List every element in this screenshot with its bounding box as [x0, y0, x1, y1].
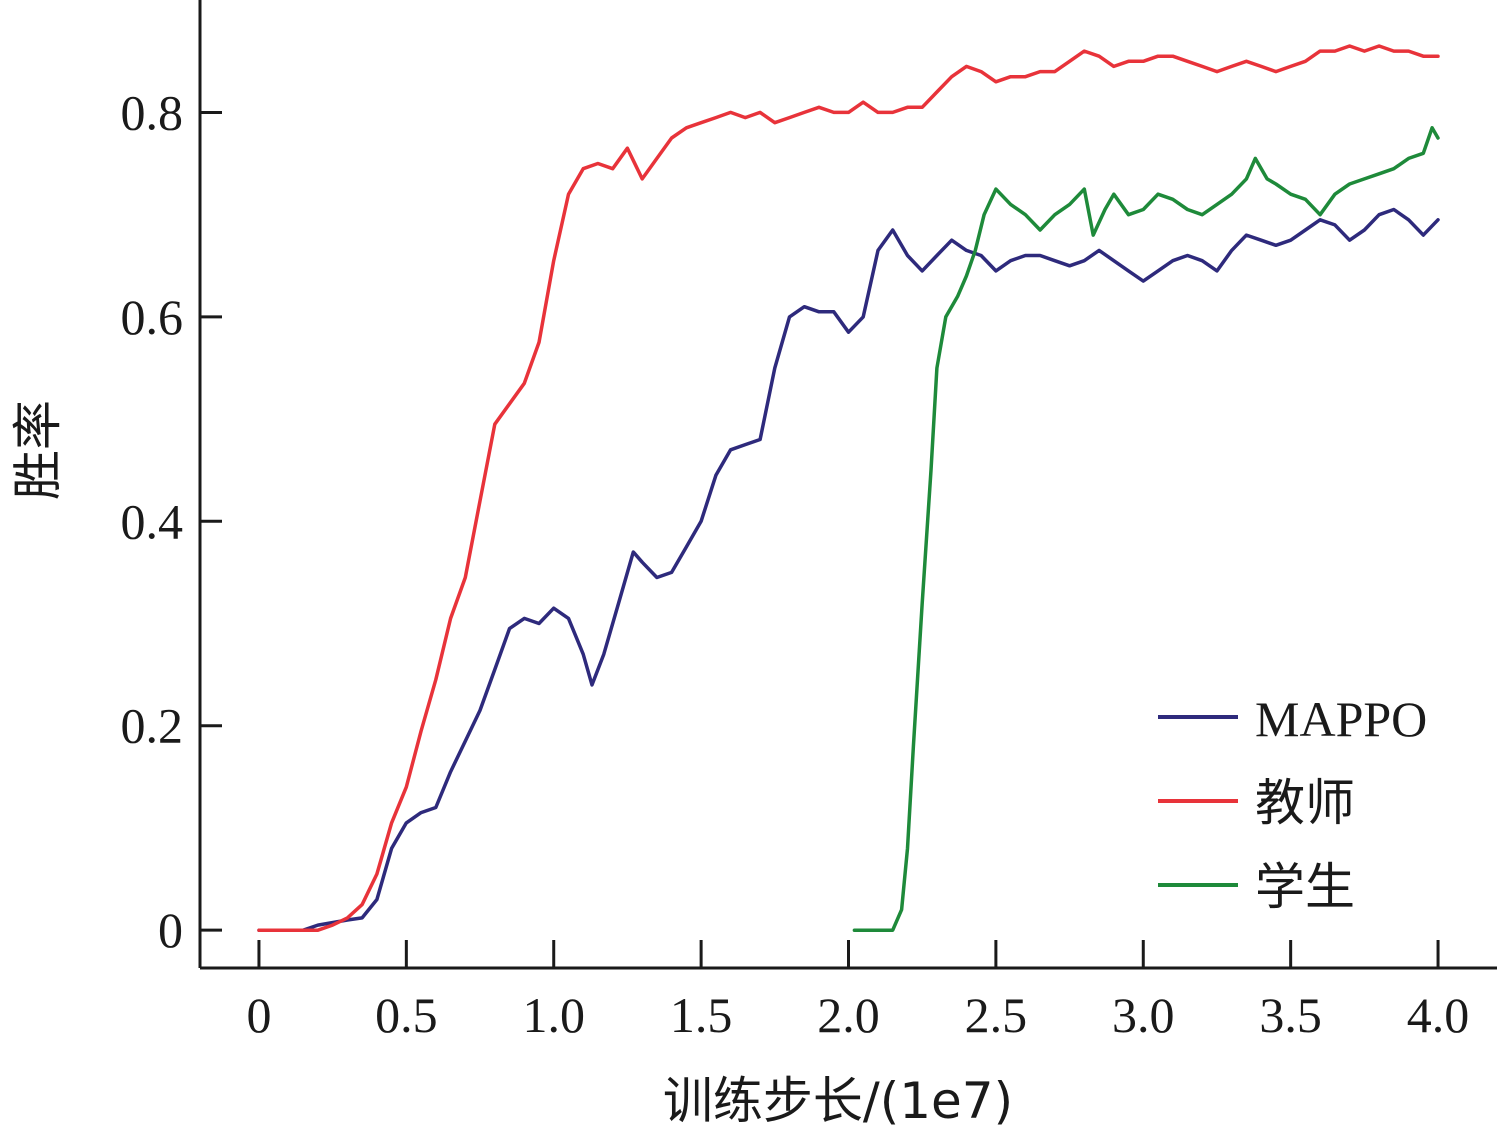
x-tick-label-0: 0: [246, 987, 271, 1043]
x-tick-label-6: 3.0: [1112, 987, 1175, 1043]
series-line-0: [257, 207, 1440, 932]
x-axis-title: 训练步长/(1e7): [663, 1072, 1013, 1130]
series-line-1: [257, 44, 1440, 932]
x-tick-label-2: 1.0: [522, 987, 585, 1043]
x-tick-label-4: 2.0: [817, 987, 880, 1043]
x-tick-label-1: 0.5: [375, 987, 438, 1043]
x-tick-label-3: 1.5: [670, 987, 733, 1043]
y-tick-label-4: 0.8: [121, 84, 184, 140]
y-tick-label-0: 0: [158, 902, 183, 958]
x-tick-label-8: 4.0: [1407, 987, 1470, 1043]
y-tick-label-2: 0.4: [121, 493, 184, 549]
legend-label-0: MAPPO: [1255, 691, 1427, 747]
legend-label-1: 教师: [1255, 775, 1355, 831]
y-axis-title: 胜率: [9, 400, 67, 500]
x-tick-label-5: 2.5: [965, 987, 1028, 1043]
y-tick-label-3: 0.6: [121, 289, 184, 345]
x-tick-label-7: 3.5: [1259, 987, 1322, 1043]
series-layer: [257, 44, 1440, 932]
series-line-2: [852, 126, 1440, 932]
y-tick-label-1: 0.2: [121, 698, 184, 754]
legend-label-2: 学生: [1255, 859, 1355, 915]
ticks-layer: 0 0.5 1.0 1.5 2.0 2.5 3.0 3.5 4.0 0 0.2 0.4 0.6 0.8: [121, 84, 1470, 1043]
